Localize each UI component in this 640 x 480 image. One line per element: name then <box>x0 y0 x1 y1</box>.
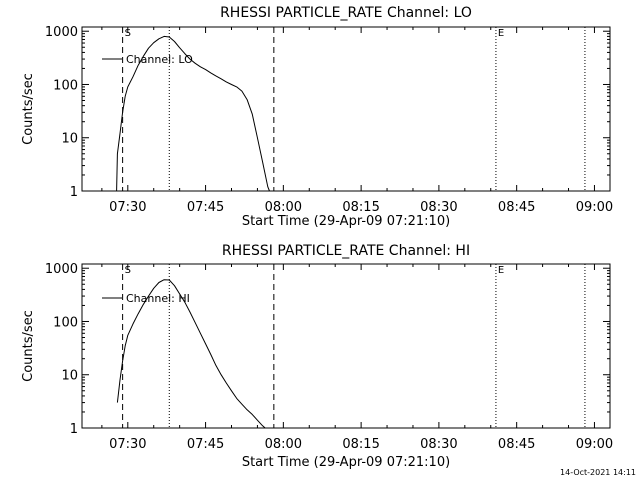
hi-channel-panel: RHESSI PARTICLE_RATE Channel: HI Counts/… <box>21 243 613 470</box>
legend: Channel: LO <box>102 53 193 66</box>
x-tick-label: 08:30 <box>420 200 457 215</box>
x-tick-label: 09:00 <box>576 437 613 452</box>
x-axis-label: Start Time (29-Apr-09 07:21:10) <box>242 455 450 470</box>
event-marker-label: E <box>498 265 504 276</box>
plot-frame <box>81 263 611 429</box>
x-tick-label: 08:15 <box>342 437 379 452</box>
event-marker-label: S <box>125 265 131 276</box>
event-marker-label: S <box>125 28 131 39</box>
y-tick-label: 1000 <box>45 262 78 277</box>
chart-title: RHESSI PARTICLE_RATE Channel: LO <box>220 5 472 21</box>
y-tick-label: 100 <box>53 78 78 93</box>
legend: Channel: HI <box>102 292 190 305</box>
legend-label: Channel: HI <box>126 292 190 305</box>
plot-frame <box>81 26 611 192</box>
event-marker-label: E <box>498 28 504 39</box>
x-tick-label: 08:30 <box>420 437 457 452</box>
y-axis-label: Counts/sec <box>21 73 36 145</box>
x-tick-label: 08:00 <box>265 437 302 452</box>
x-axis-label: Start Time (29-Apr-09 07:21:10) <box>242 214 450 229</box>
series-line-0 <box>116 35 270 192</box>
lo-channel-panel: RHESSI PARTICLE_RATE Channel: LO Counts/… <box>21 5 613 229</box>
x-tick-label: 08:45 <box>498 437 535 452</box>
plot-marks: 07:30 07:45 08:00 08:15 08:30 08:45 09:00 1 10 10… <box>45 262 613 452</box>
x-tick-label: 07:30 <box>109 200 146 215</box>
y-tick-label: 1000 <box>45 25 78 40</box>
y-tick-label: 10 <box>61 132 78 147</box>
chart-title: RHESSI PARTICLE_RATE Channel: HI <box>222 243 470 259</box>
x-tick-label: 07:30 <box>109 437 146 452</box>
y-tick-label: 100 <box>53 315 78 330</box>
y-axis-label: Counts/sec <box>21 310 36 382</box>
x-tick-label: 09:00 <box>576 200 613 215</box>
x-tick-label: 08:15 <box>342 200 379 215</box>
series-line-0 <box>116 279 266 429</box>
x-tick-label: 07:45 <box>187 200 224 215</box>
y-tick-label: 1 <box>70 422 78 437</box>
y-tick-label: 10 <box>61 369 78 384</box>
generation-timestamp: 14-Oct-2021 14:11 <box>560 468 636 477</box>
legend-label: Channel: LO <box>126 53 193 66</box>
x-tick-label: 08:45 <box>498 200 535 215</box>
plot-marks: 07:30 07:45 08:00 08:15 08:30 08:45 09:00 1 10 10… <box>45 25 613 215</box>
x-tick-label: 08:00 <box>265 200 302 215</box>
x-tick-label: 07:45 <box>187 437 224 452</box>
y-tick-label: 1 <box>70 185 78 200</box>
